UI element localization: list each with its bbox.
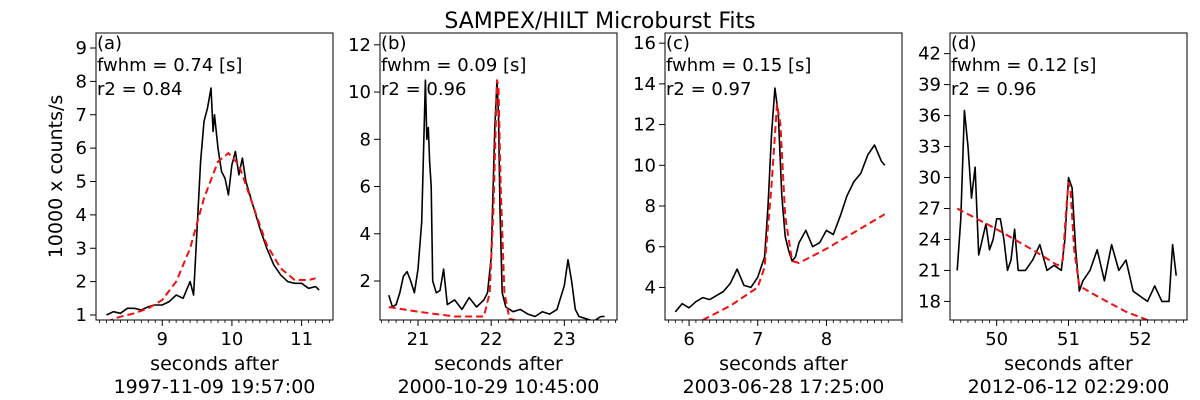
x-axis-label: seconds after — [1004, 353, 1133, 375]
x-tick-label: 22 — [480, 329, 503, 350]
fit-annotation: fwhm = 0.74 [s] — [97, 55, 242, 76]
x-axis-date-label: 2012-06-12 02:29:00 — [968, 376, 1170, 398]
y-tick-label: 33 — [918, 137, 941, 158]
y-tick-label: 2 — [76, 272, 87, 293]
x-axis-label: seconds after — [434, 353, 563, 375]
y-tick-label: 8 — [360, 129, 371, 150]
x-axis-date-label: 2003-06-28 17:25:00 — [683, 376, 885, 398]
fit-annotation: fwhm = 0.09 [s] — [381, 55, 526, 76]
panel-d: 50 51 52 18 21 24 27 30 33 36 39 42 (d)fwhm = 0.12 [… — [918, 32, 1188, 398]
fit-annotation: r2 = 0.96 — [381, 79, 466, 100]
x-tick-label: 7 — [752, 329, 763, 350]
x-tick-label: 10 — [220, 329, 243, 350]
x-tick-label: 8 — [821, 329, 832, 350]
x-axis-label: seconds after — [719, 353, 848, 375]
y-tick-label: 4 — [360, 224, 371, 245]
y-tick-label: 6 — [360, 177, 371, 198]
axes-frame — [379, 32, 618, 321]
x-tick-label: 21 — [407, 329, 430, 350]
x-axis-label: seconds after — [150, 353, 279, 375]
y-tick-label: 36 — [918, 106, 941, 127]
y-tick-label: 30 — [918, 168, 941, 189]
data-series-line — [106, 87, 320, 316]
y-tick-label: 24 — [918, 229, 941, 250]
panel-label: (c) — [666, 33, 690, 54]
y-tick-label: 12 — [348, 35, 371, 56]
x-tick-label: 9 — [156, 329, 167, 350]
y-tick-label: 2 — [360, 271, 371, 292]
axes-frame — [95, 32, 334, 321]
axes-frame — [664, 32, 903, 321]
axes-frame — [949, 32, 1188, 321]
fit-series-line — [702, 103, 886, 320]
fit-annotation: r2 = 0.84 — [97, 79, 182, 100]
panel-label: (d) — [951, 33, 976, 54]
x-axis-date-label: 2000-10-29 10:45:00 — [398, 376, 600, 398]
fit-series-line — [108, 152, 316, 320]
x-tick-label: 6 — [683, 329, 694, 350]
fit-annotation: fwhm = 0.15 [s] — [666, 55, 811, 76]
panel-c: 6 7 8 4 6 8 10 12 14 16 (c)fwhm = 0.15 [s] r2 = 0.9… — [633, 32, 903, 398]
y-tick-label: 18 — [918, 291, 941, 312]
data-series-line — [674, 87, 886, 313]
y-tick-label: 4 — [76, 205, 87, 226]
figure-title: SAMPEX/HILT Microburst Fits — [444, 9, 755, 34]
y-axis-label: 10000 x counts/s — [45, 95, 67, 259]
x-tick-label: 23 — [553, 329, 576, 350]
x-axis-date-label: 1997-11-09 19:57:00 — [114, 376, 316, 398]
y-tick-label: 12 — [633, 115, 656, 136]
fit-series-line — [388, 79, 519, 320]
data-series-line — [388, 79, 605, 320]
y-tick-label: 5 — [76, 172, 87, 193]
y-tick-label: 42 — [918, 44, 941, 65]
y-tick-label: 6 — [645, 237, 656, 258]
x-tick-label: 50 — [985, 329, 1008, 350]
y-tick-label: 27 — [918, 199, 941, 220]
y-tick-label: 7 — [76, 105, 87, 126]
x-tick-label: 51 — [1057, 329, 1080, 350]
y-tick-label: 14 — [633, 74, 656, 95]
y-tick-label: 4 — [645, 277, 656, 298]
y-tick-label: 10 — [633, 155, 656, 176]
y-tick-label: 21 — [918, 260, 941, 281]
y-tick-label: 6 — [76, 138, 87, 159]
fit-annotation: fwhm = 0.12 [s] — [951, 55, 1096, 76]
y-tick-label: 1 — [76, 305, 87, 326]
y-tick-label: 8 — [645, 196, 656, 217]
y-tick-label: 3 — [76, 238, 87, 259]
x-tick-label: 11 — [290, 329, 313, 350]
y-tick-label: 10 — [348, 82, 371, 103]
y-tick-label: 8 — [76, 71, 87, 92]
x-tick-label: 52 — [1129, 329, 1152, 350]
y-tick-label: 16 — [633, 33, 656, 54]
panel-label: (b) — [381, 33, 406, 54]
data-series-line — [956, 109, 1177, 303]
fit-series-line — [956, 181, 1148, 320]
fit-annotation: r2 = 0.97 — [666, 79, 751, 100]
y-tick-label: 9 — [76, 38, 87, 59]
fit-annotation: r2 = 0.96 — [951, 79, 1036, 100]
y-tick-label: 39 — [918, 75, 941, 96]
panel-label: (a) — [97, 33, 122, 54]
